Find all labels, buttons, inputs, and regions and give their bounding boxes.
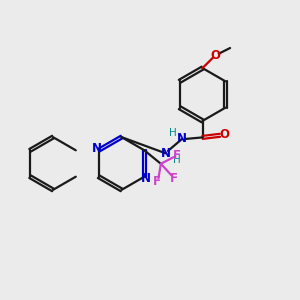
Text: F: F	[153, 175, 161, 188]
Text: N: N	[92, 142, 102, 155]
Text: F: F	[170, 172, 178, 185]
Text: F: F	[173, 149, 181, 162]
Text: N: N	[177, 132, 187, 146]
Text: O: O	[210, 49, 220, 62]
Text: N: N	[160, 147, 171, 160]
Text: H: H	[173, 155, 181, 165]
Text: N: N	[141, 172, 151, 185]
Text: O: O	[219, 128, 229, 142]
Text: H: H	[169, 128, 176, 139]
